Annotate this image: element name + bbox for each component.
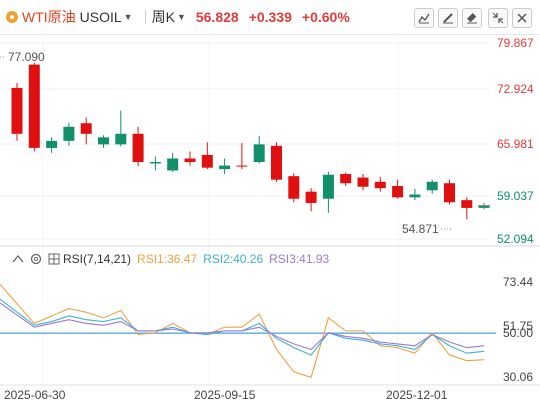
rsi-axis: 73.44 51.75 50.00 30.06 bbox=[503, 275, 533, 384]
candle-body bbox=[115, 133, 127, 145]
rsi1-value: RSI1:36.47 bbox=[137, 252, 198, 266]
instrument-name[interactable]: WTI原油 bbox=[22, 9, 76, 25]
draw-tool-button[interactable] bbox=[438, 8, 458, 28]
min-price-label: 54.871 bbox=[402, 222, 439, 236]
candle-body bbox=[444, 183, 455, 203]
price-axis: 79.867 72.924 65.981 59.037 52.094 bbox=[497, 36, 534, 246]
candle-body bbox=[11, 87, 23, 134]
rsi-tick: 51.75 bbox=[503, 319, 533, 333]
price-tick: 52.094 bbox=[497, 232, 534, 246]
instrument-code[interactable]: USOIL bbox=[79, 9, 122, 25]
pencil-icon bbox=[443, 13, 453, 24]
x-tick: 2025-09-15 bbox=[194, 388, 256, 402]
rsi3-line bbox=[0, 302, 485, 351]
line-chart-icon bbox=[418, 13, 430, 24]
current-price: 56.828 bbox=[195, 9, 239, 25]
candle-body bbox=[219, 165, 231, 170]
candle-body bbox=[236, 165, 248, 167]
candle-body bbox=[340, 174, 352, 184]
instrument-dropdown-icon[interactable]: ▼ bbox=[123, 12, 133, 22]
candle-body bbox=[271, 145, 282, 180]
rsi1-line bbox=[0, 283, 485, 379]
chart-grid bbox=[0, 34, 490, 385]
eraser-icon bbox=[467, 13, 477, 24]
rsi2-value: RSI2:40.26 bbox=[203, 252, 264, 266]
close-icon bbox=[517, 13, 527, 23]
candle-body bbox=[132, 133, 144, 163]
header-divider bbox=[144, 10, 146, 24]
candle-body bbox=[28, 64, 40, 148]
price-tick: 59.037 bbox=[497, 189, 534, 203]
candle-body bbox=[288, 176, 300, 199]
oil-logo-icon bbox=[6, 11, 18, 23]
candle-body bbox=[461, 200, 473, 208]
compress-icon bbox=[492, 12, 504, 24]
candle-body bbox=[357, 177, 369, 187]
indicator-grid-icon[interactable] bbox=[48, 253, 60, 265]
collapse-chevron-icon[interactable] bbox=[12, 254, 24, 264]
candle-body bbox=[478, 205, 490, 208]
rsi-indicator-name[interactable]: RSI(7,14,21) bbox=[63, 252, 132, 266]
candle-body bbox=[149, 162, 161, 164]
candle-body bbox=[322, 174, 334, 199]
candle-body bbox=[201, 154, 213, 168]
candle-body bbox=[80, 123, 92, 134]
indicator-button[interactable] bbox=[414, 8, 434, 28]
candle-body bbox=[98, 137, 109, 145]
price-tick: 65.981 bbox=[497, 137, 534, 151]
rsi2-line bbox=[0, 298, 485, 356]
rsi-tick: 30.06 bbox=[503, 370, 533, 384]
candle-body bbox=[63, 126, 75, 141]
candle-body bbox=[184, 158, 196, 163]
rsi-series bbox=[0, 283, 496, 379]
eraser-button[interactable] bbox=[462, 8, 482, 28]
price-change: +0.339 bbox=[248, 9, 292, 25]
settings-gear-icon[interactable] bbox=[30, 253, 42, 265]
candlestick-series bbox=[11, 62, 491, 220]
price-change-percent: +0.60% bbox=[301, 9, 350, 25]
rsi-legend: RSI(7,14,21) RSI1:36.47 RSI2:40.26 RSI3:… bbox=[12, 252, 335, 266]
candle-body bbox=[426, 181, 438, 191]
chart-header: WTI原油 USOIL ▼ 周K ▼ 56.828 +0.339 +0.60% bbox=[0, 0, 540, 35]
rsi-tick: 50.00 bbox=[503, 326, 533, 340]
x-tick: 2025-06-30 bbox=[4, 388, 66, 402]
price-tick: 79.867 bbox=[497, 36, 534, 50]
close-chart-button[interactable] bbox=[512, 8, 532, 28]
period-dropdown-icon[interactable]: ▼ bbox=[176, 12, 186, 22]
period-selector[interactable]: 周K bbox=[151, 9, 175, 25]
x-tick: 2025-12-01 bbox=[386, 388, 448, 402]
candle-body bbox=[46, 140, 58, 148]
candle-body bbox=[409, 194, 421, 198]
candle-body bbox=[253, 144, 265, 163]
candle-body bbox=[305, 191, 317, 203]
candle-body bbox=[374, 181, 386, 189]
max-price-label: 77.090 bbox=[8, 50, 45, 64]
compress-button[interactable] bbox=[488, 8, 508, 28]
rsi3-value: RSI3:41.93 bbox=[269, 252, 330, 266]
candle-body bbox=[392, 186, 404, 198]
price-tick: 72.924 bbox=[497, 82, 534, 96]
rsi-tick: 73.44 bbox=[503, 275, 533, 289]
candle-body bbox=[167, 158, 179, 171]
